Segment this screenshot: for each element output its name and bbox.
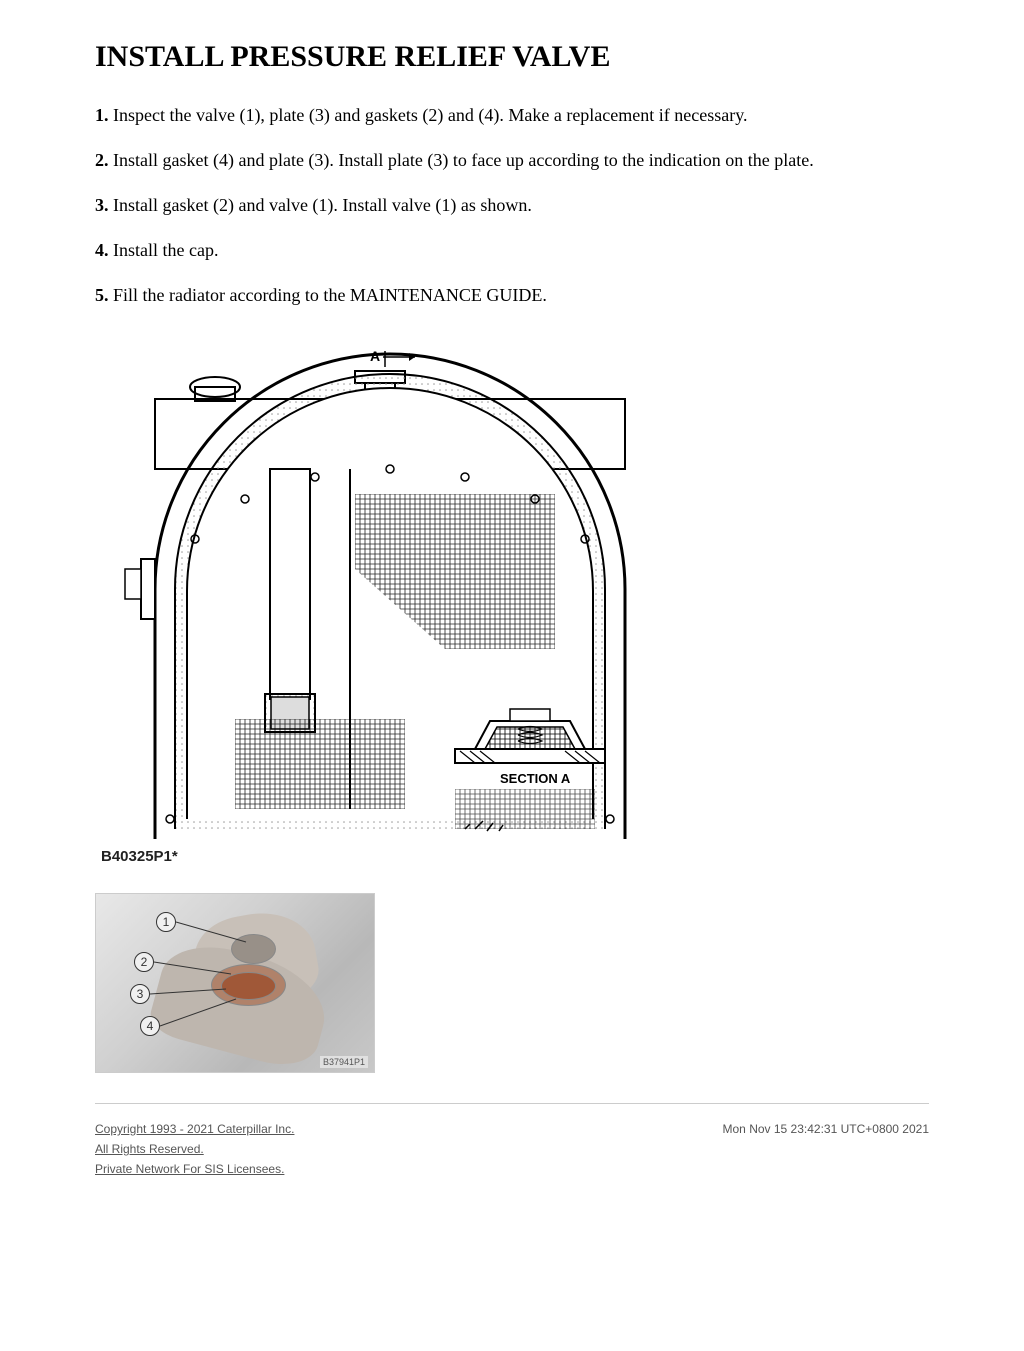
callout-4: 4 bbox=[140, 1016, 160, 1036]
instruction-step-1: 1. Inspect the valve (1), plate (3) and … bbox=[95, 102, 929, 129]
footer-divider bbox=[95, 1103, 929, 1104]
valve-assembly-photo: 1 2 3 4 B37941P1 bbox=[95, 893, 375, 1073]
instruction-step-3: 3. Install gasket (2) and valve (1). Ins… bbox=[95, 192, 929, 219]
diagram-part-number: B40325P1* bbox=[101, 848, 178, 865]
network-link[interactable]: Private Network For SIS Licensees. bbox=[95, 1162, 294, 1176]
step-number: 5. bbox=[95, 285, 109, 305]
photo-part-number: B37941P1 bbox=[320, 1056, 368, 1068]
callout-2: 2 bbox=[134, 952, 154, 972]
callout-3: 3 bbox=[130, 984, 150, 1004]
step-number: 1. bbox=[95, 105, 109, 125]
instruction-step-4: 4. Install the cap. bbox=[95, 237, 929, 264]
page-footer: Copyright 1993 - 2021 Caterpillar Inc. A… bbox=[95, 1122, 929, 1182]
timestamp: Mon Nov 15 23:42:31 UTC+0800 2021 bbox=[723, 1122, 929, 1136]
instruction-step-5: 5. Fill the radiator according to the MA… bbox=[95, 282, 929, 309]
instruction-step-2: 2. Install gasket (4) and plate (3). Ins… bbox=[95, 147, 929, 174]
step-number: 3. bbox=[95, 195, 109, 215]
radiator-diagram: A bbox=[95, 339, 675, 869]
step-text: Install the cap. bbox=[109, 240, 219, 260]
step-number: 2. bbox=[95, 150, 109, 170]
step-text: Inspect the valve (1), plate (3) and gas… bbox=[109, 105, 748, 125]
page-title: INSTALL PRESSURE RELIEF VALVE bbox=[95, 40, 929, 74]
step-text: Install gasket (2) and valve (1). Instal… bbox=[109, 195, 532, 215]
step-text: Install gasket (4) and plate (3). Instal… bbox=[109, 150, 814, 170]
step-text: Fill the radiator according to the MAINT… bbox=[109, 285, 547, 305]
section-label: SECTION A bbox=[500, 771, 571, 786]
step-number: 4. bbox=[95, 240, 109, 260]
rights-link[interactable]: All Rights Reserved. bbox=[95, 1142, 294, 1156]
copyright-link[interactable]: Copyright 1993 - 2021 Caterpillar Inc. bbox=[95, 1122, 294, 1136]
callout-1: 1 bbox=[156, 912, 176, 932]
